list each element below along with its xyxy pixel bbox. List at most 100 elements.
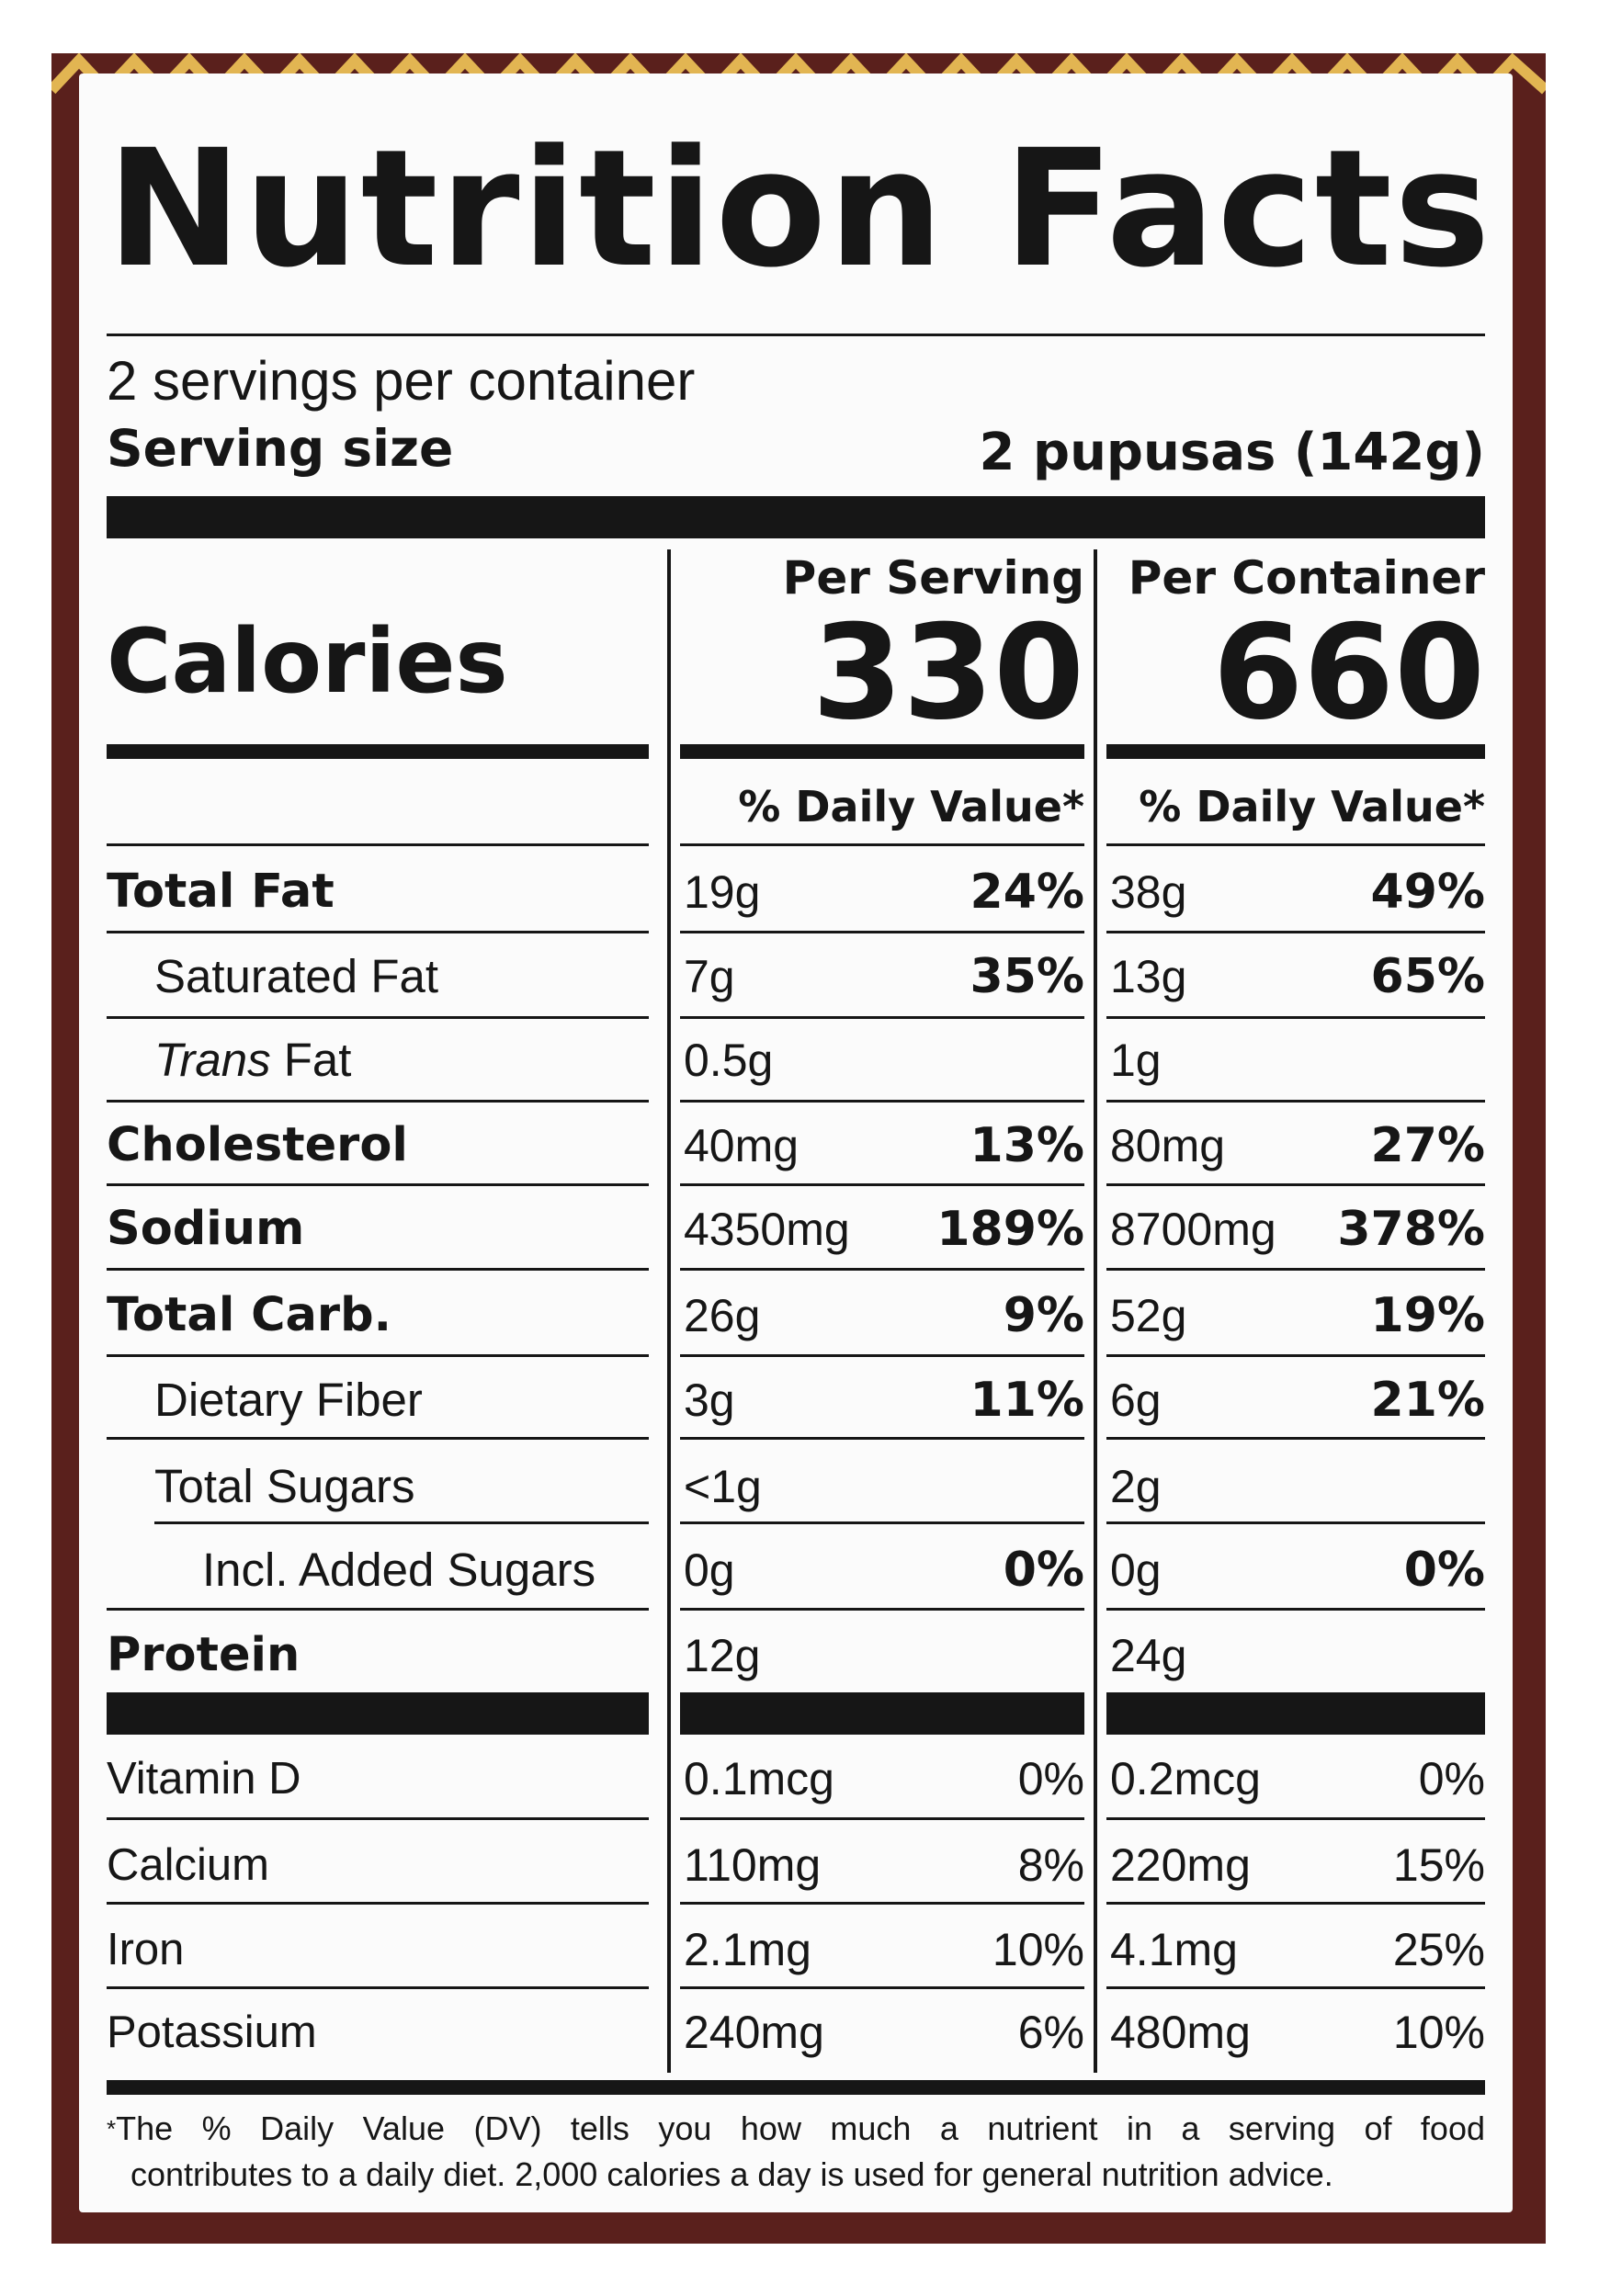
container-daily-value: 0% [1418,1753,1485,1804]
serving-daily-value: 9% [1003,1288,1084,1343]
per-container-dv-header: % Daily Value* [1139,782,1485,831]
container-amount: 52g [1110,1290,1187,1341]
serving-size-label: Serving size [107,419,454,478]
container-daily-value: 25% [1392,1924,1485,1975]
container-amount: 8700mg [1110,1204,1276,1255]
footnote-text-1: The % Daily Value (DV) tells you how muc… [116,2109,1485,2147]
row-divider [107,931,649,933]
serving-daily-value: 24% [970,865,1084,920]
thick-divider [107,1692,649,1735]
container-amount: 6g [1110,1374,1162,1426]
footnote-line-2: contributes to a daily diet. 2,000 calor… [130,2155,1333,2193]
row-divider [680,1902,1084,1905]
container-daily-value: 10% [1392,2007,1485,2058]
container-amount: 1g [1110,1035,1162,1086]
footnote-asterisk: * [107,2115,117,2143]
thick-divider [1106,1692,1485,1735]
nutrient-name: Total Sugars [154,1460,415,1512]
serving-amount: 4350mg [684,1204,850,1255]
thick-divider [107,496,1485,538]
servings-per-container: 2 servings per container [107,350,696,412]
nutrient-name: Cholesterol [107,1118,408,1172]
serving-daily-value: 8% [1017,1839,1084,1891]
row-divider [1106,1521,1485,1524]
row-divider [1106,1354,1485,1357]
row-divider [680,1354,1084,1357]
calories-label: Calories [107,610,508,713]
micronutrient-name: Vitamin D [107,1754,301,1804]
row-divider [1106,1986,1485,1989]
nutrient-name: Sodium [107,1202,305,1256]
serving-amount: 26g [684,1290,761,1341]
row-divider [1106,931,1485,933]
serving-amount: 110mg [684,1839,822,1891]
serving-amount: 19g [684,866,761,918]
divider [107,334,1485,336]
row-divider [107,843,649,846]
container-amount: 38g [1110,866,1187,918]
per-serving-header: Per Serving [782,551,1084,605]
calories-rule-serving [680,744,1084,759]
per-container-calories: 660 [1212,597,1485,749]
row-divider [1106,1268,1485,1271]
serving-amount: 7g [684,951,735,1002]
serving-daily-value: 189% [936,1202,1084,1257]
container-daily-value: 0% [1403,1543,1485,1598]
container-daily-value: 27% [1370,1118,1485,1173]
column-divider-container [1094,549,1097,2073]
serving-amount: 0.5g [684,1035,774,1086]
container-amount: 0.2mcg [1110,1753,1261,1804]
serving-amount: 240mg [684,2007,824,2058]
row-divider [107,1100,649,1103]
row-divider [1106,1183,1485,1186]
row-divider [680,1437,1084,1440]
container-amount: 24g [1110,1630,1187,1681]
serving-daily-value: 35% [970,949,1084,1004]
serving-size-value: 2 pupusas (142g) [979,423,1485,482]
row-divider [680,931,1084,933]
container-daily-value: 378% [1337,1202,1485,1257]
nutrient-name: Total Fat [107,865,335,919]
row-divider [1106,1100,1485,1103]
container-amount: 80mg [1110,1120,1226,1171]
row-divider [680,1100,1084,1103]
container-daily-value: 19% [1370,1288,1485,1343]
row-divider [680,1016,1084,1019]
row-divider [107,1016,649,1019]
column-divider-serving [667,549,671,2073]
micronutrient-name: Potassium [107,2008,317,2057]
label-title: Nutrition Facts [107,115,1492,303]
row-divider [680,1521,1084,1524]
per-serving-dv-header: % Daily Value* [738,782,1084,831]
nutrient-name-rest: Fat [270,1034,352,1086]
serving-daily-value: 0% [1003,1543,1084,1598]
row-divider [1106,1817,1485,1820]
row-divider [1106,1437,1485,1440]
footnote: *The % Daily Value (DV) tells you how mu… [107,2106,1485,2198]
nutrient-name: Trans Fat [154,1033,351,1088]
row-divider [107,1608,649,1611]
row-divider [680,1986,1084,1989]
footnote-rule [107,2080,1485,2095]
serving-daily-value: 6% [1017,2007,1084,2058]
container-amount: 0g [1110,1544,1162,1596]
nutrient-name: Dietary Fiber [154,1374,423,1426]
row-divider [680,1608,1084,1611]
nutrient-name: Total Carb. [107,1288,391,1342]
micronutrient-name: Calcium [107,1840,269,1890]
nutrition-facts-label: Nutrition Facts 2 servings per container… [79,74,1513,2212]
row-divider [107,1183,649,1186]
row-divider [1106,843,1485,846]
calories-rule-name [107,744,649,759]
row-divider [680,1268,1084,1271]
row-divider [107,1268,649,1271]
nutrient-name: Protein [107,1628,301,1682]
row-divider [107,1354,649,1357]
calories-rule-container [1106,744,1485,759]
package-background: Nutrition Facts 2 servings per container… [51,53,1546,2244]
row-divider [680,1817,1084,1820]
row-divider [1106,1016,1485,1019]
per-container-header: Per Container [1128,551,1485,605]
row-divider [107,1986,649,1989]
micronutrient-name: Iron [107,1925,185,1974]
